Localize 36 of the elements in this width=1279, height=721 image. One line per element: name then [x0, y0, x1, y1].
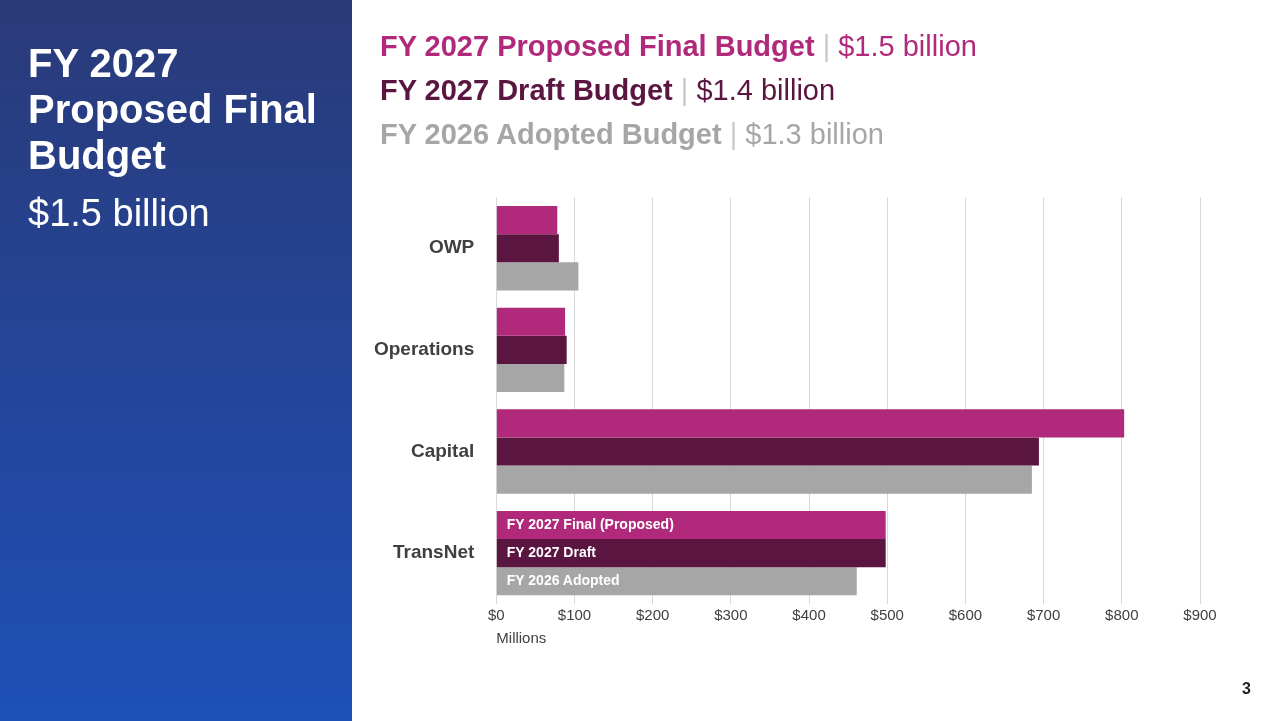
text: $1.5 billion: [28, 192, 210, 235]
x-tick-label: $600: [948, 606, 983, 624]
bar: [496, 307, 566, 336]
x-tick-label: $400: [792, 606, 826, 624]
y-tick-label: Operations: [373, 338, 475, 360]
x-tick-label: $500: [870, 606, 904, 624]
x-axis-title: Millions: [496, 629, 547, 647]
bar: [496, 437, 1039, 466]
bar: [496, 262, 579, 291]
text: FY 2027 Proposed Final Budget: [28, 40, 318, 178]
bar: [496, 465, 1032, 494]
bar: [496, 539, 886, 568]
bar: [496, 510, 886, 540]
x-tick-label: $100: [557, 606, 592, 624]
x-tick-label: $700: [1026, 606, 1061, 624]
bar: [496, 363, 565, 393]
x-tick-label: $0: [487, 606, 505, 624]
x-tick-label: $300: [714, 606, 748, 624]
series-label: FY 2027 Draft: [506, 544, 597, 561]
text: FY 2027 Draft Budget | $1.4 billion: [380, 74, 836, 106]
text: 3: [1242, 680, 1251, 698]
x-tick-label: $200: [635, 606, 670, 624]
series-label: FY 2027 Final (Proposed): [506, 515, 674, 532]
x-tick-label: $800: [1105, 606, 1139, 624]
y-tick-label: Capital: [410, 439, 475, 461]
bar: [496, 206, 558, 235]
bar: [496, 234, 559, 263]
bar: [496, 335, 567, 364]
y-tick-label: TransNet: [392, 541, 475, 563]
bar: [496, 567, 857, 596]
y-tick-label: OWP: [428, 236, 475, 258]
text: FY 2026 Adopted Budget | $1.3 billion: [380, 118, 884, 150]
x-tick-label: $900: [1183, 606, 1217, 624]
text: FY 2027 Proposed Final Budget | $1.5 billion: [380, 30, 977, 62]
bar: [496, 409, 1125, 438]
series-label: FY 2026 Adopted: [506, 572, 620, 589]
